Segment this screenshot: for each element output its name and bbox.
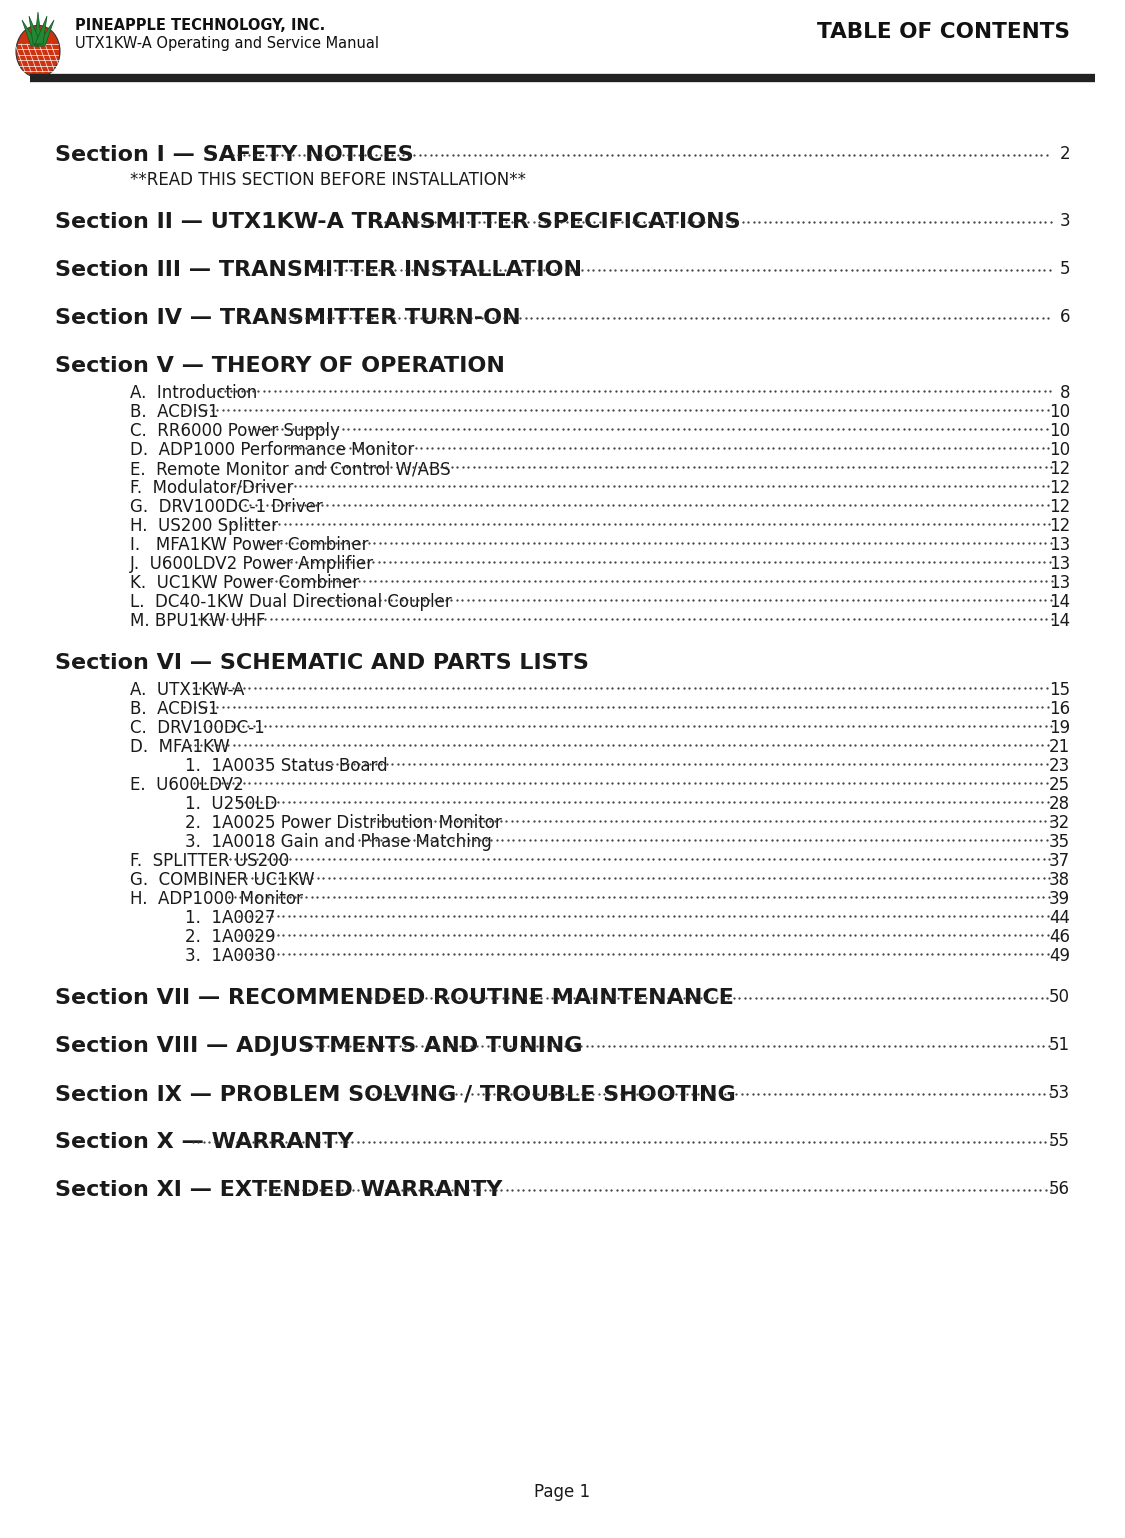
Text: 56: 56 bbox=[1048, 1180, 1070, 1198]
Text: 32: 32 bbox=[1048, 814, 1070, 832]
Text: UTX1KW-A Operating and Service Manual: UTX1KW-A Operating and Service Manual bbox=[75, 35, 379, 51]
Text: 49: 49 bbox=[1048, 947, 1070, 964]
Text: 50: 50 bbox=[1048, 987, 1070, 1006]
Text: E.  Remote Monitor and Control W/ABS: E. Remote Monitor and Control W/ABS bbox=[130, 460, 451, 478]
Text: 25: 25 bbox=[1048, 777, 1070, 794]
Text: **READ THIS SECTION BEFORE INSTALLATION**: **READ THIS SECTION BEFORE INSTALLATION*… bbox=[130, 171, 526, 189]
Text: Section IX — PROBLEM SOLVING / TROUBLE SHOOTING: Section IX — PROBLEM SOLVING / TROUBLE S… bbox=[55, 1084, 736, 1104]
Text: 13: 13 bbox=[1048, 555, 1070, 574]
Text: 55: 55 bbox=[1048, 1132, 1070, 1150]
Text: Section VI — SCHEMATIC AND PARTS LISTS: Section VI — SCHEMATIC AND PARTS LISTS bbox=[55, 654, 588, 674]
Text: Page 1: Page 1 bbox=[534, 1483, 591, 1501]
Text: 2.  1A0025 Power Distribution Monitor: 2. 1A0025 Power Distribution Monitor bbox=[184, 814, 502, 832]
Text: 1.  U250LD: 1. U250LD bbox=[184, 795, 278, 814]
Text: 12: 12 bbox=[1048, 460, 1070, 478]
Text: 46: 46 bbox=[1048, 927, 1070, 946]
Text: 1.  1A0027: 1. 1A0027 bbox=[184, 909, 276, 927]
Text: Section XI — EXTENDED WARRANTY: Section XI — EXTENDED WARRANTY bbox=[55, 1180, 503, 1200]
Text: G.  COMBINER UC1KW: G. COMBINER UC1KW bbox=[130, 871, 315, 889]
Text: E.  U600LDV2: E. U600LDV2 bbox=[130, 777, 244, 794]
Text: F.  SPLITTER US200: F. SPLITTER US200 bbox=[130, 852, 289, 871]
Ellipse shape bbox=[16, 26, 60, 77]
Text: Section IV — TRANSMITTER TURN-ON: Section IV — TRANSMITTER TURN-ON bbox=[55, 308, 521, 328]
Polygon shape bbox=[34, 12, 42, 46]
Polygon shape bbox=[22, 20, 39, 46]
Text: K.  UC1KW Power Combiner: K. UC1KW Power Combiner bbox=[130, 574, 359, 592]
Text: D.  MFA1KW: D. MFA1KW bbox=[130, 738, 229, 757]
Text: Section VII — RECOMMENDED ROUTINE MAINTENANCE: Section VII — RECOMMENDED ROUTINE MAINTE… bbox=[55, 987, 734, 1007]
Text: 10: 10 bbox=[1048, 403, 1070, 421]
Text: H.  US200 Splitter: H. US200 Splitter bbox=[130, 517, 278, 535]
Text: 12: 12 bbox=[1048, 478, 1070, 497]
Text: 37: 37 bbox=[1048, 852, 1070, 871]
Text: 12: 12 bbox=[1048, 517, 1070, 535]
Text: 44: 44 bbox=[1048, 909, 1070, 927]
Polygon shape bbox=[29, 15, 40, 45]
Text: L.  DC40-1KW Dual Directional Coupler: L. DC40-1KW Dual Directional Coupler bbox=[130, 594, 452, 611]
Text: M. BPU1KW UHF: M. BPU1KW UHF bbox=[130, 612, 266, 631]
Text: Section I — SAFETY NOTICES: Section I — SAFETY NOTICES bbox=[55, 145, 414, 165]
Text: F.  Modulator/Driver: F. Modulator/Driver bbox=[130, 478, 294, 497]
Text: B.  ACDIS1: B. ACDIS1 bbox=[130, 700, 218, 718]
Text: 5: 5 bbox=[1060, 260, 1070, 278]
Text: B.  ACDIS1: B. ACDIS1 bbox=[130, 403, 218, 421]
Text: PINEAPPLE TECHNOLOGY, INC.: PINEAPPLE TECHNOLOGY, INC. bbox=[75, 18, 325, 32]
Text: 39: 39 bbox=[1048, 891, 1070, 907]
Text: J.  U600LDV2 Power Amplifier: J. U600LDV2 Power Amplifier bbox=[130, 555, 375, 574]
Text: Section III — TRANSMITTER INSTALLATION: Section III — TRANSMITTER INSTALLATION bbox=[55, 260, 582, 280]
Text: 2.  1A0029: 2. 1A0029 bbox=[184, 927, 276, 946]
Text: 19: 19 bbox=[1048, 718, 1070, 737]
Text: Section V — THEORY OF OPERATION: Section V — THEORY OF OPERATION bbox=[55, 355, 505, 375]
Text: 3.  1A0018 Gain and Phase Matching: 3. 1A0018 Gain and Phase Matching bbox=[184, 834, 492, 851]
Text: 1.  1A0035 Status Board: 1. 1A0035 Status Board bbox=[184, 757, 388, 775]
Text: H.  ADP1000 Monitor: H. ADP1000 Monitor bbox=[130, 891, 303, 907]
Text: 51: 51 bbox=[1048, 1037, 1070, 1054]
Text: 16: 16 bbox=[1048, 700, 1070, 718]
Text: 8: 8 bbox=[1060, 384, 1070, 401]
Text: I.   MFA1KW Power Combiner: I. MFA1KW Power Combiner bbox=[130, 537, 369, 554]
Text: 2: 2 bbox=[1060, 145, 1070, 163]
Text: 10: 10 bbox=[1048, 421, 1070, 440]
Text: Section X — WARRANTY: Section X — WARRANTY bbox=[55, 1132, 353, 1152]
Text: 12: 12 bbox=[1048, 498, 1070, 517]
Text: D.  ADP1000 Performance Monitor: D. ADP1000 Performance Monitor bbox=[130, 441, 414, 458]
Text: 14: 14 bbox=[1048, 594, 1070, 611]
Text: A.  UTX1KW-A: A. UTX1KW-A bbox=[130, 681, 244, 698]
Text: 13: 13 bbox=[1048, 537, 1070, 554]
Text: 3.  1A0030: 3. 1A0030 bbox=[184, 947, 276, 964]
Text: 13: 13 bbox=[1048, 574, 1070, 592]
Text: 15: 15 bbox=[1048, 681, 1070, 698]
Text: 53: 53 bbox=[1048, 1084, 1070, 1103]
Text: 35: 35 bbox=[1048, 834, 1070, 851]
Text: A.  Introduction: A. Introduction bbox=[130, 384, 258, 401]
Text: Section II — UTX1KW-A TRANSMITTER SPECIFICATIONS: Section II — UTX1KW-A TRANSMITTER SPECIF… bbox=[55, 212, 740, 232]
Text: 6: 6 bbox=[1060, 308, 1070, 326]
Text: 14: 14 bbox=[1048, 612, 1070, 631]
Text: TABLE OF CONTENTS: TABLE OF CONTENTS bbox=[817, 22, 1070, 42]
Text: 38: 38 bbox=[1048, 871, 1070, 889]
Text: 28: 28 bbox=[1048, 795, 1070, 814]
Text: 10: 10 bbox=[1048, 441, 1070, 458]
Text: C.  RR6000 Power Supply: C. RR6000 Power Supply bbox=[130, 421, 340, 440]
Text: C.  DRV100DC-1: C. DRV100DC-1 bbox=[130, 718, 264, 737]
Text: Section VIII — ADJUSTMENTS AND TUNING: Section VIII — ADJUSTMENTS AND TUNING bbox=[55, 1037, 583, 1057]
Polygon shape bbox=[37, 20, 54, 46]
Text: 3: 3 bbox=[1060, 212, 1070, 231]
Polygon shape bbox=[35, 15, 47, 45]
Text: G.  DRV100DC-1 Driver: G. DRV100DC-1 Driver bbox=[130, 498, 323, 517]
Text: 23: 23 bbox=[1048, 757, 1070, 775]
Text: 21: 21 bbox=[1048, 738, 1070, 757]
